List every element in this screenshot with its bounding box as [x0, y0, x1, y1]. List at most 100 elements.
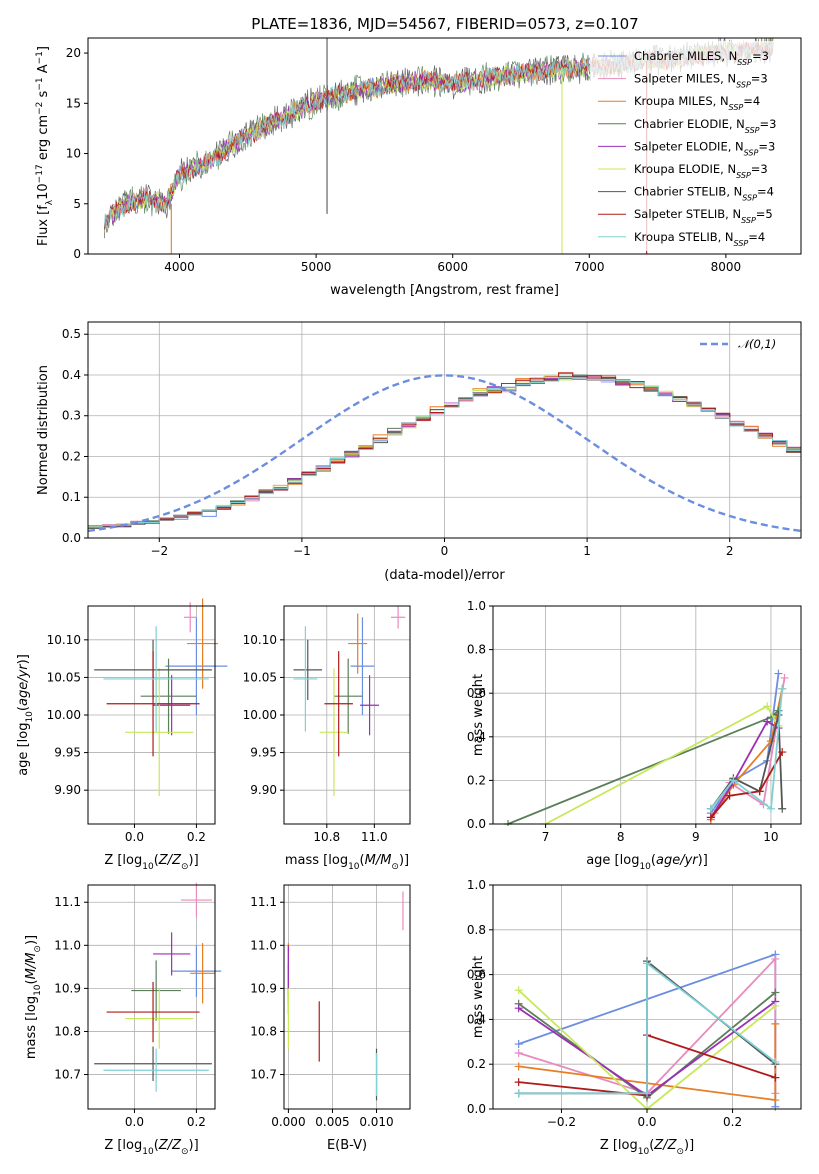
x-axis-label: (data-model)/error [384, 568, 505, 583]
y-tick-label: 5 [73, 197, 81, 211]
weight-point-marker [514, 986, 523, 995]
y-tick-label: 10.8 [250, 1024, 277, 1038]
weight-point-marker [725, 791, 734, 800]
x-tick-label: 10 [763, 830, 778, 844]
spectrum-panel: 4000 5000 6000 7000 8000 0 5 10 15 20 wavelength [… [35, 37, 802, 298]
y-tick-label: 0.5 [62, 327, 81, 341]
y-tick-label: 0.2 [62, 449, 81, 463]
x-tick-label: 4000 [164, 260, 195, 274]
y-tick-label: 10.10 [243, 633, 277, 647]
histograms [88, 372, 801, 538]
y-tick-label: 0.0 [467, 817, 486, 831]
y-tick-label: 10.7 [250, 1068, 277, 1082]
normal-reference-curve [88, 374, 801, 533]
weight-point-marker [778, 804, 787, 813]
y-axis-label: mass weight [471, 956, 486, 1038]
x-tick-label: 7000 [574, 260, 605, 274]
legend-label: 𝒩(0,1) [738, 337, 776, 351]
x-tick-label: 0 [441, 544, 449, 558]
y-tick-label: 10.05 [243, 670, 277, 684]
y-tick-label: 10.00 [243, 708, 277, 722]
x-tick-label: 0.2 [187, 1115, 206, 1129]
y-tick-label: 9.95 [54, 746, 81, 760]
weight-point-marker [755, 787, 764, 796]
y-tick-label: 10.05 [47, 670, 81, 684]
y-tick-label: 0.4 [62, 368, 81, 382]
y-tick-label: 1.0 [467, 599, 486, 613]
weight-point-marker [514, 1089, 523, 1098]
x-tick-label: 6000 [437, 260, 468, 274]
x-tick-label: −0.2 [547, 1115, 576, 1129]
weight-line-kroupa-stelib [710, 688, 784, 811]
legend-label: Chabrier STELIB, NSSP=4 [634, 185, 774, 203]
histogram-kroupa-stelib [88, 376, 801, 538]
weight-point-marker [706, 813, 715, 822]
weight-lines [504, 669, 789, 826]
weight-point-marker [774, 669, 783, 678]
x-tick-label: 0.010 [359, 1115, 393, 1129]
y-tick-label: 9.90 [250, 783, 277, 797]
x-tick-label: 0.0 [637, 1115, 656, 1129]
weight-line-chabrier-elodie [507, 709, 780, 825]
weight-point-marker [780, 673, 789, 682]
x-tick-label: 0.2 [187, 830, 206, 844]
spectrum-legend: Chabrier MILES, NSSP=3 Salpeter MILES, NS… [590, 41, 798, 251]
x-tick-label: −1 [293, 544, 311, 558]
mass-vs-extinction-panel: 0.000 0.005 0.010 10.7 10.8 10.9 11.0 11.1 E(B-V… [250, 884, 411, 1153]
y-tick-label: 1.0 [467, 878, 486, 892]
axes-frame [283, 884, 411, 1110]
axes-frame [87, 37, 802, 255]
y-tick-label: 10.00 [47, 708, 81, 722]
legend-label: Salpeter MILES, NSSP=3 [634, 72, 768, 90]
age-vs-mass-panel: 10.8 11.0 9.90 9.95 10.00 10.05 10.10 mass [log… [243, 605, 411, 872]
legend-label: Kroupa STELIB, NSSP=4 [634, 230, 765, 248]
legend-label: Salpeter ELODIE, NSSP=3 [634, 139, 775, 157]
y-tick-label: 0.3 [62, 409, 81, 423]
x-axis-label: Z [log10(Z/Z⊙)] [600, 1138, 694, 1157]
x-tick-label: −2 [150, 544, 168, 558]
y-tick-label: 10.8 [54, 1024, 81, 1038]
y-tick-label: 20 [66, 46, 81, 60]
y-tick-label: 0.1 [62, 490, 81, 504]
weight-point-marker [729, 776, 738, 785]
legend-label: Chabrier MILES, NSSP=3 [634, 49, 769, 67]
weight-point-marker [778, 748, 787, 757]
y-tick-label: 0.6 [467, 686, 486, 700]
x-axis-label: wavelength [Angstrom, rest frame] [330, 283, 559, 298]
y-tick-label: 9.90 [54, 783, 81, 797]
y-tick-label: 15 [66, 96, 81, 110]
x-axis-label: age [log10(age/yr)] [586, 853, 708, 872]
weight-point-marker [643, 1089, 651, 1098]
weight-point-marker [514, 1062, 523, 1071]
y-axis-label: age [log10(age/yr)] [16, 654, 35, 776]
weight-point-marker [766, 804, 775, 813]
y-tick-label: 0.0 [62, 531, 81, 545]
legend-label: Salpeter STELIB, NSSP=5 [634, 207, 773, 225]
y-tick-label: 10 [66, 147, 81, 161]
weight-point-marker [643, 959, 651, 968]
x-tick-label: 2 [726, 544, 734, 558]
weight-point-marker [771, 1001, 780, 1010]
weight-point-marker [514, 1049, 523, 1057]
weight-point-marker [706, 804, 715, 813]
y-tick-label: 0.6 [467, 968, 486, 982]
x-tick-label: 0.000 [271, 1115, 305, 1129]
axes-frame [87, 884, 216, 1110]
weight-point-marker [514, 1078, 523, 1087]
weight-point-marker [771, 1019, 780, 1028]
y-axis-label: Flux [fλ10−17 erg cm−2 s−1 A−1] [35, 46, 55, 246]
x-tick-label: 8000 [711, 260, 742, 274]
legend-label: Kroupa MILES, NSSP=4 [634, 94, 760, 112]
residuals-legend: 𝒩(0,1) [700, 337, 776, 351]
x-tick-label: 10.8 [313, 830, 340, 844]
legend-label: Kroupa ELODIE, NSSP=3 [634, 162, 768, 180]
weight-point-marker [771, 954, 780, 963]
y-tick-label: 10.9 [54, 981, 81, 995]
x-tick-label: 0.005 [315, 1115, 349, 1129]
weight-point-marker [778, 684, 787, 693]
y-tick-label: 0.2 [467, 1057, 486, 1071]
y-tick-label: 10.9 [250, 981, 277, 995]
x-tick-label: 1 [583, 544, 591, 558]
